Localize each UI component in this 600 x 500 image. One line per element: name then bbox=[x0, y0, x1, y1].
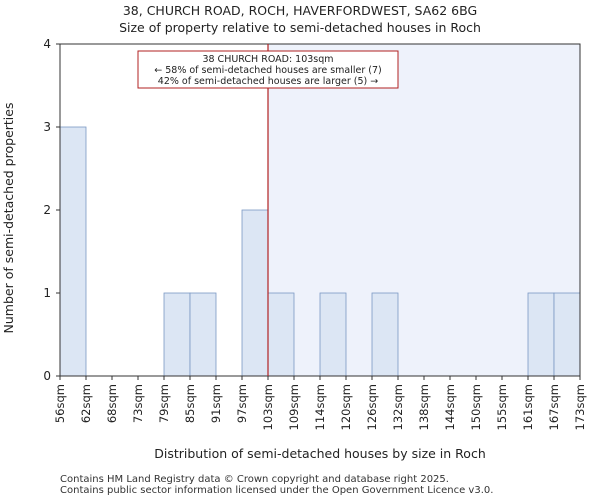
x-axis: 56sqm 62sqm 68sqm 73sqm 79sqm 85sqm 91sqm 97sqm… bbox=[53, 376, 587, 430]
x-tick-label: 68sqm bbox=[105, 384, 119, 423]
y-tick-label: 4 bbox=[43, 37, 51, 51]
x-tick-label: 126sqm bbox=[365, 384, 379, 430]
x-tick-label: 155sqm bbox=[495, 384, 509, 430]
bar-161sqm bbox=[527, 292, 555, 377]
chart-subtitle: Size of property relative to semi-detach… bbox=[119, 20, 481, 35]
annotation-line-2: ← 58% of semi-detached houses are smalle… bbox=[154, 65, 382, 76]
x-tick-label: 62sqm bbox=[79, 384, 93, 423]
bar-103sqm bbox=[267, 292, 295, 377]
x-tick-label: 144sqm bbox=[443, 384, 457, 430]
bars-group bbox=[59, 126, 581, 377]
annotation-line-1: 38 CHURCH ROAD: 103sqm bbox=[202, 54, 333, 65]
x-tick-label: 79sqm bbox=[157, 384, 171, 423]
x-tick-label: 85sqm bbox=[183, 384, 197, 423]
x-tick-label: 132sqm bbox=[391, 384, 405, 430]
x-tick-label: 120sqm bbox=[339, 384, 353, 430]
footer-line-2: Contains public sector information licen… bbox=[60, 485, 494, 496]
bar-97sqm bbox=[241, 209, 269, 377]
x-tick-label: 167sqm bbox=[547, 384, 561, 430]
y-axis: 0 1 2 3 4 bbox=[43, 37, 60, 383]
x-tick-label: 91sqm bbox=[209, 384, 223, 423]
x-tick-label: 173sqm bbox=[573, 384, 587, 430]
bar-114sqm bbox=[319, 292, 347, 377]
annotation-box: 38 CHURCH ROAD: 103sqm ← 58% of semi-det… bbox=[137, 50, 399, 89]
y-tick-label: 1 bbox=[43, 286, 51, 300]
annotation-frame bbox=[137, 50, 399, 89]
x-tick-label: 150sqm bbox=[469, 384, 483, 430]
x-tick-label: 138sqm bbox=[417, 384, 431, 430]
bar-167sqm bbox=[553, 292, 581, 377]
y-tick-label: 2 bbox=[43, 203, 51, 217]
x-tick-label: 103sqm bbox=[261, 384, 275, 430]
plot-frame bbox=[59, 43, 581, 377]
footer-line-1: Contains HM Land Registry data © Crown c… bbox=[60, 474, 449, 485]
x-tick-label: 56sqm bbox=[53, 384, 67, 423]
x-tick-label: 114sqm bbox=[313, 384, 327, 430]
bar-79sqm bbox=[163, 292, 191, 377]
x-tick-label: 97sqm bbox=[235, 384, 249, 423]
y-tick-label: 3 bbox=[43, 120, 51, 134]
chart-title: 38, CHURCH ROAD, ROCH, HAVERFORDWEST, SA… bbox=[123, 3, 477, 18]
x-axis-label: Distribution of semi-detached houses by … bbox=[154, 446, 486, 461]
y-axis-label: Number of semi-detached properties bbox=[1, 103, 16, 334]
annotation-line-3: 42% of semi-detached houses are larger (… bbox=[158, 76, 378, 87]
x-tick-label: 73sqm bbox=[131, 384, 145, 423]
bar-126sqm bbox=[371, 292, 399, 377]
bar-85sqm bbox=[189, 292, 217, 377]
x-tick-label: 109sqm bbox=[287, 384, 301, 430]
bar-56sqm bbox=[59, 126, 87, 377]
y-tick-label: 0 bbox=[43, 369, 51, 383]
x-tick-label: 161sqm bbox=[521, 384, 535, 430]
